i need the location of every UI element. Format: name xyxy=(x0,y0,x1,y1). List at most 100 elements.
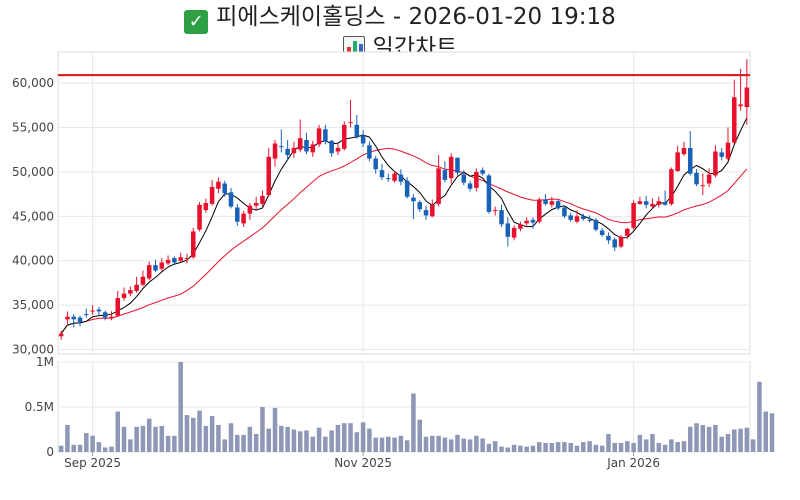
candle-body xyxy=(562,207,567,217)
candle-body xyxy=(272,143,278,159)
candle xyxy=(568,212,573,222)
candle-body xyxy=(744,87,750,108)
volume-bar xyxy=(178,362,183,452)
volume-bar xyxy=(373,437,378,452)
candle-body xyxy=(430,204,435,217)
volume-bar xyxy=(165,435,171,452)
candle xyxy=(681,141,687,156)
volume-bar xyxy=(146,418,152,452)
volume-bar xyxy=(360,422,366,452)
candle xyxy=(297,119,303,153)
candle xyxy=(505,217,511,247)
candle xyxy=(90,305,95,315)
candle xyxy=(713,145,718,178)
candle xyxy=(159,258,165,272)
candle xyxy=(524,217,529,227)
volume-bar xyxy=(631,443,636,452)
candle-body xyxy=(216,181,221,189)
candle xyxy=(719,147,724,161)
candle-body xyxy=(618,236,624,247)
volume-bar xyxy=(386,436,391,452)
volume-bar xyxy=(574,445,580,452)
candle xyxy=(316,124,322,148)
candle xyxy=(304,132,309,155)
candle xyxy=(461,170,467,186)
candle xyxy=(669,167,674,206)
volume-bar xyxy=(612,443,618,452)
candle xyxy=(543,194,548,206)
volume-bar xyxy=(304,430,309,452)
volume-bar xyxy=(436,435,441,452)
candle xyxy=(417,200,422,212)
volume-bar xyxy=(555,442,561,452)
volume-bar xyxy=(272,407,278,452)
candle xyxy=(530,217,536,229)
volume-bar xyxy=(725,434,731,452)
candle xyxy=(694,169,699,187)
candle-body xyxy=(335,147,341,152)
candle xyxy=(222,180,227,197)
candle-body xyxy=(297,138,303,150)
candle xyxy=(209,179,215,206)
volume-bar xyxy=(84,433,89,452)
candle-body xyxy=(706,174,712,184)
candle xyxy=(178,252,183,263)
volume-bar xyxy=(524,446,529,452)
candle-body xyxy=(687,147,693,174)
candle xyxy=(360,130,366,148)
candle-body xyxy=(285,148,290,156)
candle-body xyxy=(310,144,316,153)
candle-body xyxy=(492,210,498,212)
price-y-tick-label: 30,000 xyxy=(12,343,54,357)
candle-body xyxy=(675,152,680,172)
candle-body xyxy=(700,185,706,187)
candle xyxy=(606,232,611,244)
candle-body xyxy=(96,309,102,312)
volume-bar xyxy=(341,423,347,452)
candle xyxy=(253,196,259,210)
volume-bar xyxy=(750,439,756,452)
volume-bar xyxy=(549,443,555,452)
volume-bar xyxy=(492,441,498,452)
candle-body xyxy=(499,210,504,225)
candle-body xyxy=(631,203,636,228)
candle xyxy=(165,255,171,266)
candle-body xyxy=(480,170,485,174)
candle xyxy=(612,237,618,251)
candle xyxy=(656,196,662,208)
candle xyxy=(102,310,108,321)
volume-bar xyxy=(128,439,133,452)
candle xyxy=(71,314,76,328)
candle-body xyxy=(536,199,542,222)
volume-bar xyxy=(530,445,536,452)
volume-bar xyxy=(700,425,706,452)
volume-y-tick-label: 1M xyxy=(36,355,54,369)
candle xyxy=(96,306,102,316)
candle xyxy=(574,210,580,224)
volume-y-tick-label: 0 xyxy=(46,445,54,459)
volume-bar xyxy=(511,444,517,452)
volume-bar xyxy=(430,435,435,452)
volume-bar xyxy=(625,441,630,452)
candle-body xyxy=(467,183,473,189)
price-panel: 30,000 35,000 40,000 45,000 50,000 55,000 60,0… xyxy=(12,51,751,357)
candle-body xyxy=(90,310,95,312)
volume-bar xyxy=(367,428,372,452)
candle-body xyxy=(417,202,422,210)
volume-bar xyxy=(662,444,668,452)
candle-body xyxy=(386,178,391,180)
candle-body xyxy=(165,259,171,264)
candle xyxy=(700,173,706,196)
candle-body xyxy=(134,284,139,291)
candle-body xyxy=(681,147,687,155)
candle xyxy=(430,199,435,218)
candle-body xyxy=(448,156,454,179)
candle xyxy=(128,286,133,297)
volume-bar xyxy=(335,425,341,452)
volume-bar xyxy=(681,441,687,452)
volume-bar xyxy=(172,435,177,452)
candle-body xyxy=(184,258,190,260)
candle-body xyxy=(360,135,366,144)
volume-bar xyxy=(316,427,322,452)
candle xyxy=(511,225,517,241)
